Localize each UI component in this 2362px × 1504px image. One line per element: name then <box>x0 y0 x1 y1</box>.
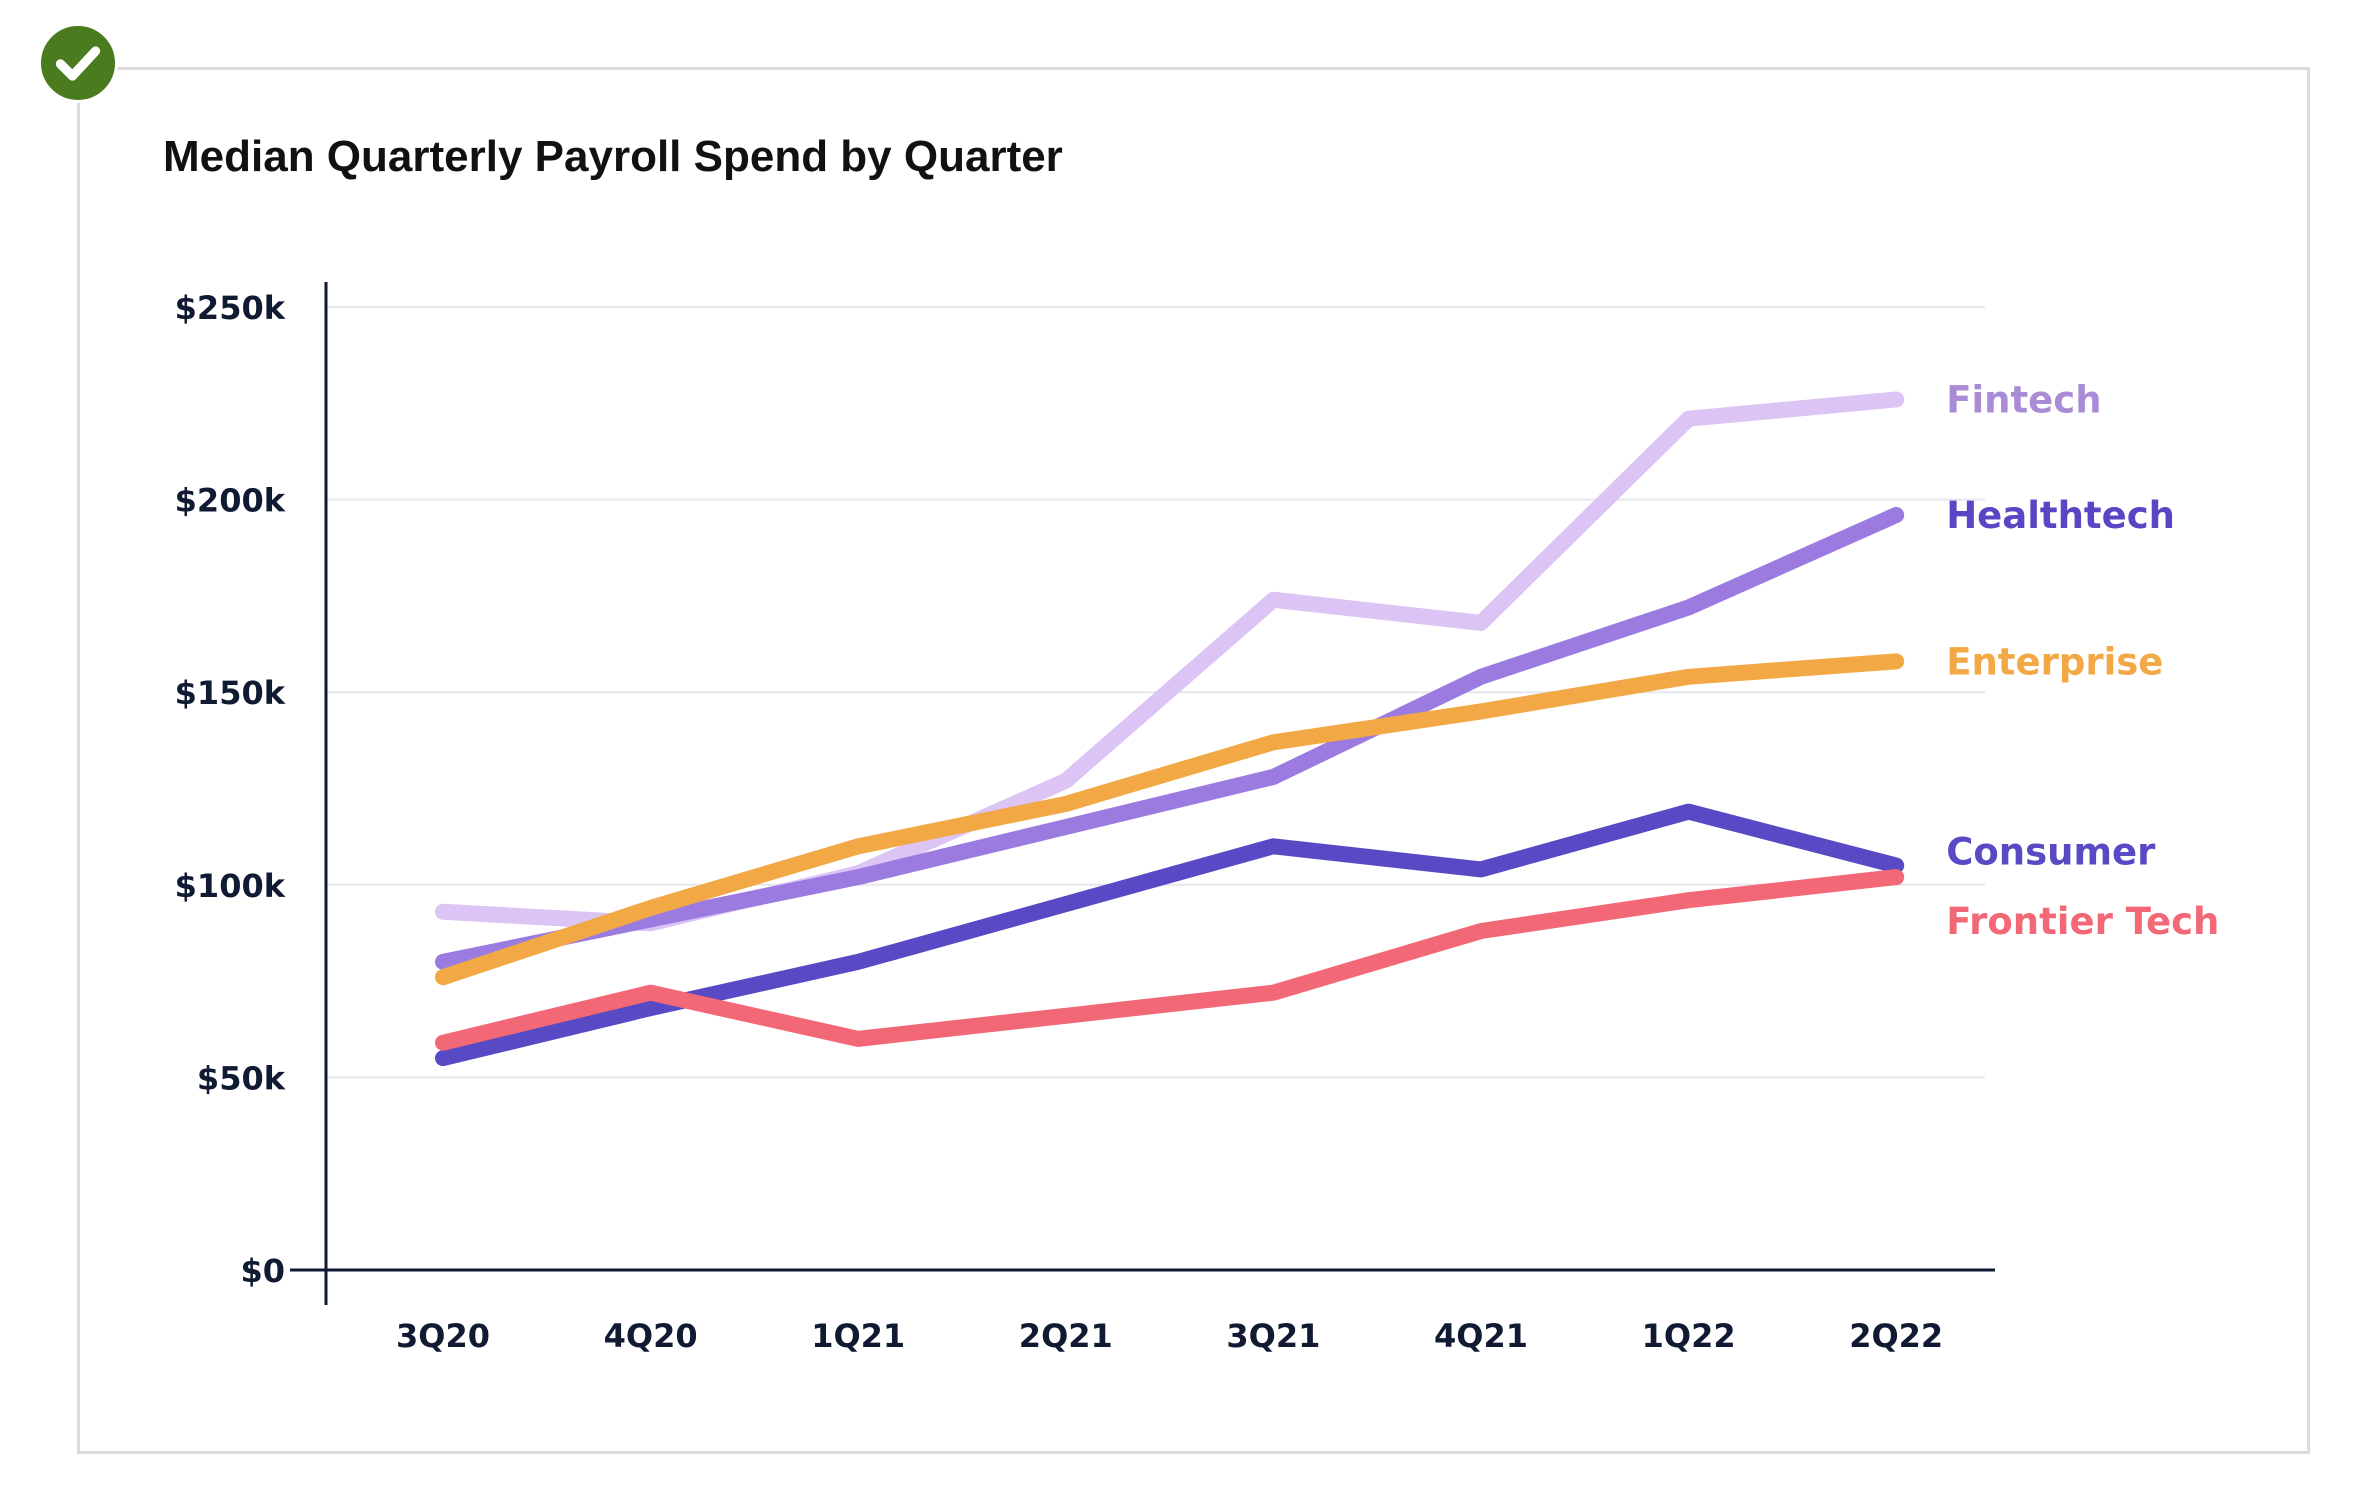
y-tick-labels: $0 $50k $100k $150k $200k $250k <box>175 289 286 1290</box>
y-tick-label: $150k <box>175 674 286 712</box>
x-tick-labels: 3Q20 4Q20 1Q21 2Q21 3Q21 4Q21 1Q22 2Q22 <box>396 1317 1943 1355</box>
series-label-healthtech: Healthtech <box>1946 494 2175 537</box>
x-tick-label: 3Q21 <box>1226 1317 1320 1355</box>
x-tick-label: 1Q22 <box>1642 1317 1736 1355</box>
x-tick-label: 4Q21 <box>1434 1317 1528 1355</box>
series-line-fintech <box>435 391 1905 932</box>
x-tick-label: 1Q21 <box>811 1317 905 1355</box>
series-label-enterprise: Enterprise <box>1946 640 2163 683</box>
series-label-frontier-tech: Frontier Tech <box>1946 900 2219 943</box>
series-labels: Fintech Healthtech Enterprise Consumer Front… <box>1946 378 2219 943</box>
x-tick-label: 3Q20 <box>396 1317 490 1355</box>
checkmark-icon <box>55 46 101 81</box>
y-tick-label: $100k <box>175 867 286 905</box>
y-tick-label: $0 <box>240 1252 285 1290</box>
series-label-fintech: Fintech <box>1946 378 2101 421</box>
checkmark-badge <box>38 23 118 103</box>
series-line-healthtech <box>435 507 1905 970</box>
x-tick-label: 2Q21 <box>1019 1317 1113 1355</box>
axes <box>290 282 1995 1305</box>
y-tick-label: $200k <box>175 482 286 520</box>
x-tick-label: 4Q20 <box>604 1317 698 1355</box>
y-tick-label: $250k <box>175 289 286 327</box>
series-line-enterprise <box>435 653 1905 986</box>
x-tick-label: 2Q22 <box>1849 1317 1943 1355</box>
y-tick-label: $50k <box>197 1059 286 1097</box>
chart-title: Median Quarterly Payroll Spend by Quarte… <box>163 132 1063 181</box>
series-label-consumer: Consumer <box>1946 831 2156 874</box>
series-lines <box>435 391 1905 1067</box>
series-line-frontier-tech <box>435 869 1905 1051</box>
series-line-consumer <box>435 803 1905 1067</box>
